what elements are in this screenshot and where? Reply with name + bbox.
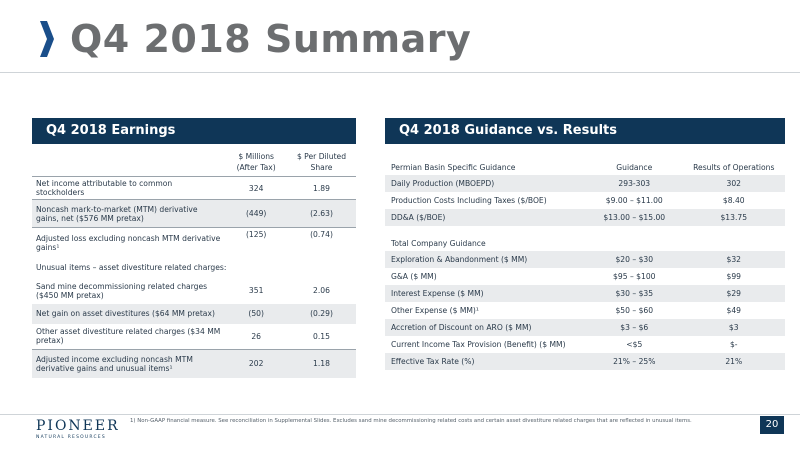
table-row: Other Expense ($ MM)¹ $50 – $60 $49: [391, 306, 741, 315]
table-row: Net gain on asset divestitures ($64 MM p…: [32, 303, 356, 324]
table-row: Net income attributable to common stockh…: [32, 176, 356, 200]
logo-tagline: NATURAL RESOURCES: [36, 435, 106, 440]
earnings-heading: Q4 2018 Earnings: [32, 118, 356, 144]
table-row: Adjusted income excluding noncash MTM de…: [32, 349, 356, 378]
earnings-table: $ Millions (After Tax) $ Per Diluted Share…: [32, 148, 356, 378]
guidance-table: Permian Basin Specific Guidance Guidance…: [385, 150, 785, 370]
table-row: DD&A ($/BOE) $13.00 – $15.00 $13.75: [385, 209, 785, 226]
table-row: Interest Expense ($ MM) $30 – $35 $29: [385, 285, 785, 302]
table-row: Current Income Tax Provision (Benefit) (…: [391, 340, 738, 349]
table-row: Unusual items – asset divestiture relate…: [36, 263, 227, 272]
table-row: Noncash mark-to-market (MTM) derivative …: [32, 199, 356, 228]
guidance-heading: Q4 2018 Guidance vs. Results: [385, 118, 785, 144]
logo-wordmark: PIONEER: [36, 418, 120, 434]
footnote: 1) Non-GAAP financial measure. See recon…: [130, 418, 692, 424]
chevron-right-icon: [40, 21, 54, 57]
title-divider: [0, 72, 800, 73]
company-header-row: Total Company Guidance: [391, 239, 486, 248]
page-title: Q4 2018 Summary: [70, 17, 472, 61]
table-row: Exploration & Abandonment ($ MM) $20 – $…: [385, 251, 785, 268]
table-row: Daily Production (MBOEPD) 293-303 302: [385, 175, 785, 192]
company-logo: PIONEER NATURAL RESOURCES: [36, 418, 120, 440]
table-row: Effective Tax Rate (%) 21% – 25% 21%: [385, 353, 785, 370]
earnings-header-row: $ Millions (After Tax) $ Per Diluted Share: [32, 148, 356, 177]
title-area: Q4 2018 Summary: [38, 14, 471, 64]
col-millions-header: $ Millions (After Tax): [236, 152, 276, 172]
table-row: Sand mine decommissioning related charge…: [36, 281, 330, 300]
table-row: Other asset divestiture related charges …: [36, 327, 330, 346]
table-row: Production Costs Including Taxes ($/BOE)…: [391, 196, 745, 205]
table-row: G&A ($ MM) $95 – $100 $99: [391, 272, 741, 281]
table-row: Adjusted loss excluding noncash MTM deri…: [32, 227, 356, 258]
page-number: 20: [760, 416, 784, 434]
col-pershare-header: $ Per Diluted Share: [296, 152, 347, 172]
footer-divider: [0, 414, 800, 415]
guidance-header-row: Permian Basin Specific Guidance Guidance…: [391, 163, 775, 172]
table-row: Accretion of Discount on ARO ($ MM) $3 –…: [385, 319, 785, 336]
